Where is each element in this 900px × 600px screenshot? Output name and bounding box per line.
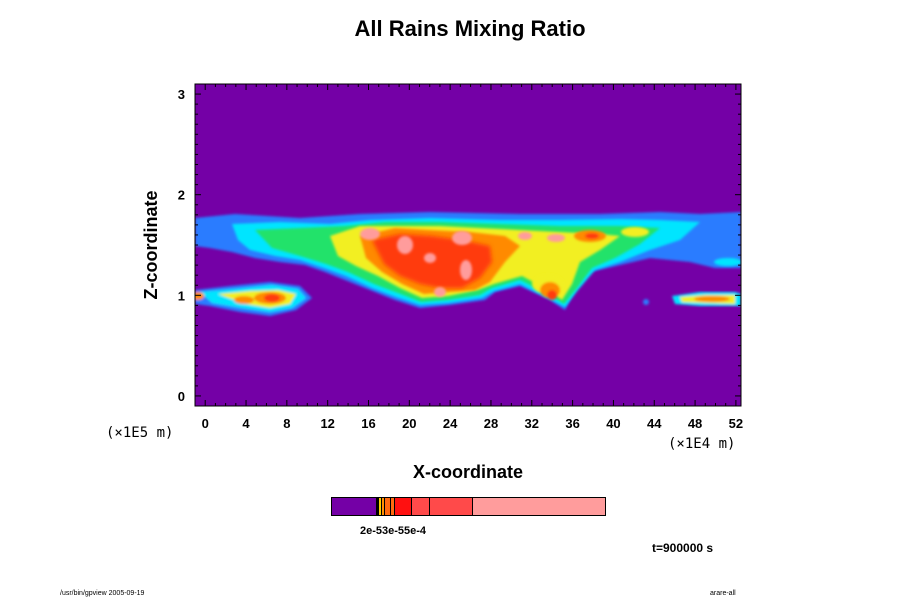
x-tick-label: 48 [688, 416, 702, 431]
chart-title: All Rains Mixing Ratio [354, 16, 586, 41]
x-tick-label: 36 [565, 416, 579, 431]
x-tick-label: 40 [606, 416, 620, 431]
x-tick-label: 16 [361, 416, 375, 431]
colorbar-segment [390, 498, 395, 515]
colorbar-segment [381, 498, 385, 515]
footer-left-text: /usr/bin/gpview 2005-09-19 [60, 590, 145, 597]
x-scale-note: (×1E4 m) [668, 436, 736, 452]
y-axis-label: Z-coordinate [141, 190, 161, 299]
x-tick-label: 12 [320, 416, 334, 431]
x-tick-label: 52 [729, 416, 743, 431]
time-label: t=900000 s [652, 541, 714, 555]
colorbar-segment [332, 498, 377, 515]
x-tick-label: 0 [202, 416, 209, 431]
footer-right-text: arare-all [710, 590, 736, 597]
x-tick-label: 32 [525, 416, 539, 431]
field-lower-left-band [195, 282, 312, 316]
y-tick-label: 3 [178, 87, 185, 102]
x-tick-label: 24 [443, 416, 458, 431]
x-tick-label: 28 [484, 416, 498, 431]
y-scale-note: (×1E5 m) [106, 425, 174, 441]
x-axis-label: X-coordinate [413, 462, 523, 482]
x-tick-label: 4 [242, 416, 250, 431]
y-tick-label: 0 [178, 389, 185, 404]
y-tick-label: 1 [178, 288, 185, 303]
colorbar-segment [394, 498, 411, 515]
x-tick-label: 8 [283, 416, 290, 431]
y-tick-label: 2 [178, 188, 185, 203]
colorbar-segment [428, 498, 473, 515]
field-lower-right-band [643, 292, 741, 306]
colorbar-segment [384, 498, 391, 515]
y-axis-ticks: 0 1 2 3 [178, 87, 741, 404]
colorbar-segment [376, 498, 379, 515]
x-tick-label: 44 [647, 416, 662, 431]
field-right-cells [532, 227, 741, 300]
colorbar-segment [378, 498, 382, 515]
x-axis-ticks: 0 4 8 12 16 20 24 28 32 36 40 44 48 52 [202, 84, 743, 431]
colorbar [331, 497, 606, 516]
colorbar-segment [472, 498, 605, 515]
field-pink-cells [360, 228, 565, 297]
x-tick-label: 20 [402, 416, 416, 431]
colorbar-segment [410, 498, 429, 515]
rain-field [195, 212, 741, 316]
colorbar-tick-labels: 2e-53e-55e-4 [360, 525, 427, 537]
